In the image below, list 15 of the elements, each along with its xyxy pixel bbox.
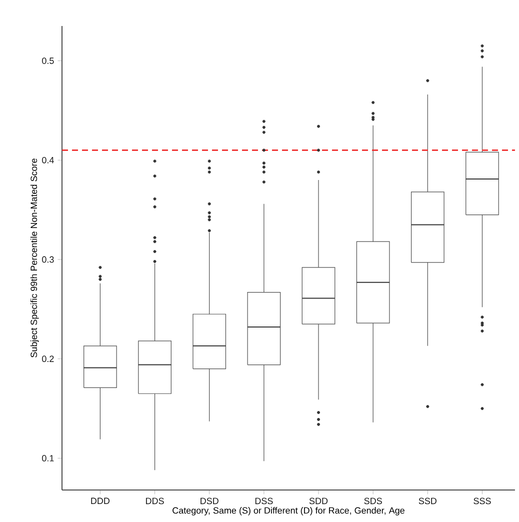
x-tick-label: DDS (146, 498, 164, 504)
x-tick-label: DSD (200, 498, 218, 504)
x-tick-label: SSD (418, 498, 436, 504)
y-tick-label: 0.4 (42, 156, 54, 164)
y-axis-title: Subject Specific 99th Percentile Non-Mated Score (30, 158, 39, 358)
x-tick-label: DSS (255, 498, 273, 504)
x-tick-label: SDD (309, 498, 328, 504)
y-tick-label: 0.1 (42, 455, 54, 462)
x-tick-label: SSS (474, 498, 491, 504)
y-tick-label: 0.3 (42, 256, 54, 263)
x-tick-label: SDS (364, 498, 382, 504)
y-tick-label: 0.5 (42, 58, 54, 64)
x-tick-label: DDD (91, 498, 110, 504)
y-tick-label: 0.2 (42, 356, 54, 362)
x-axis-title: Category, Same (S) or Different (D) for Race, Gender, Age (172, 507, 404, 516)
